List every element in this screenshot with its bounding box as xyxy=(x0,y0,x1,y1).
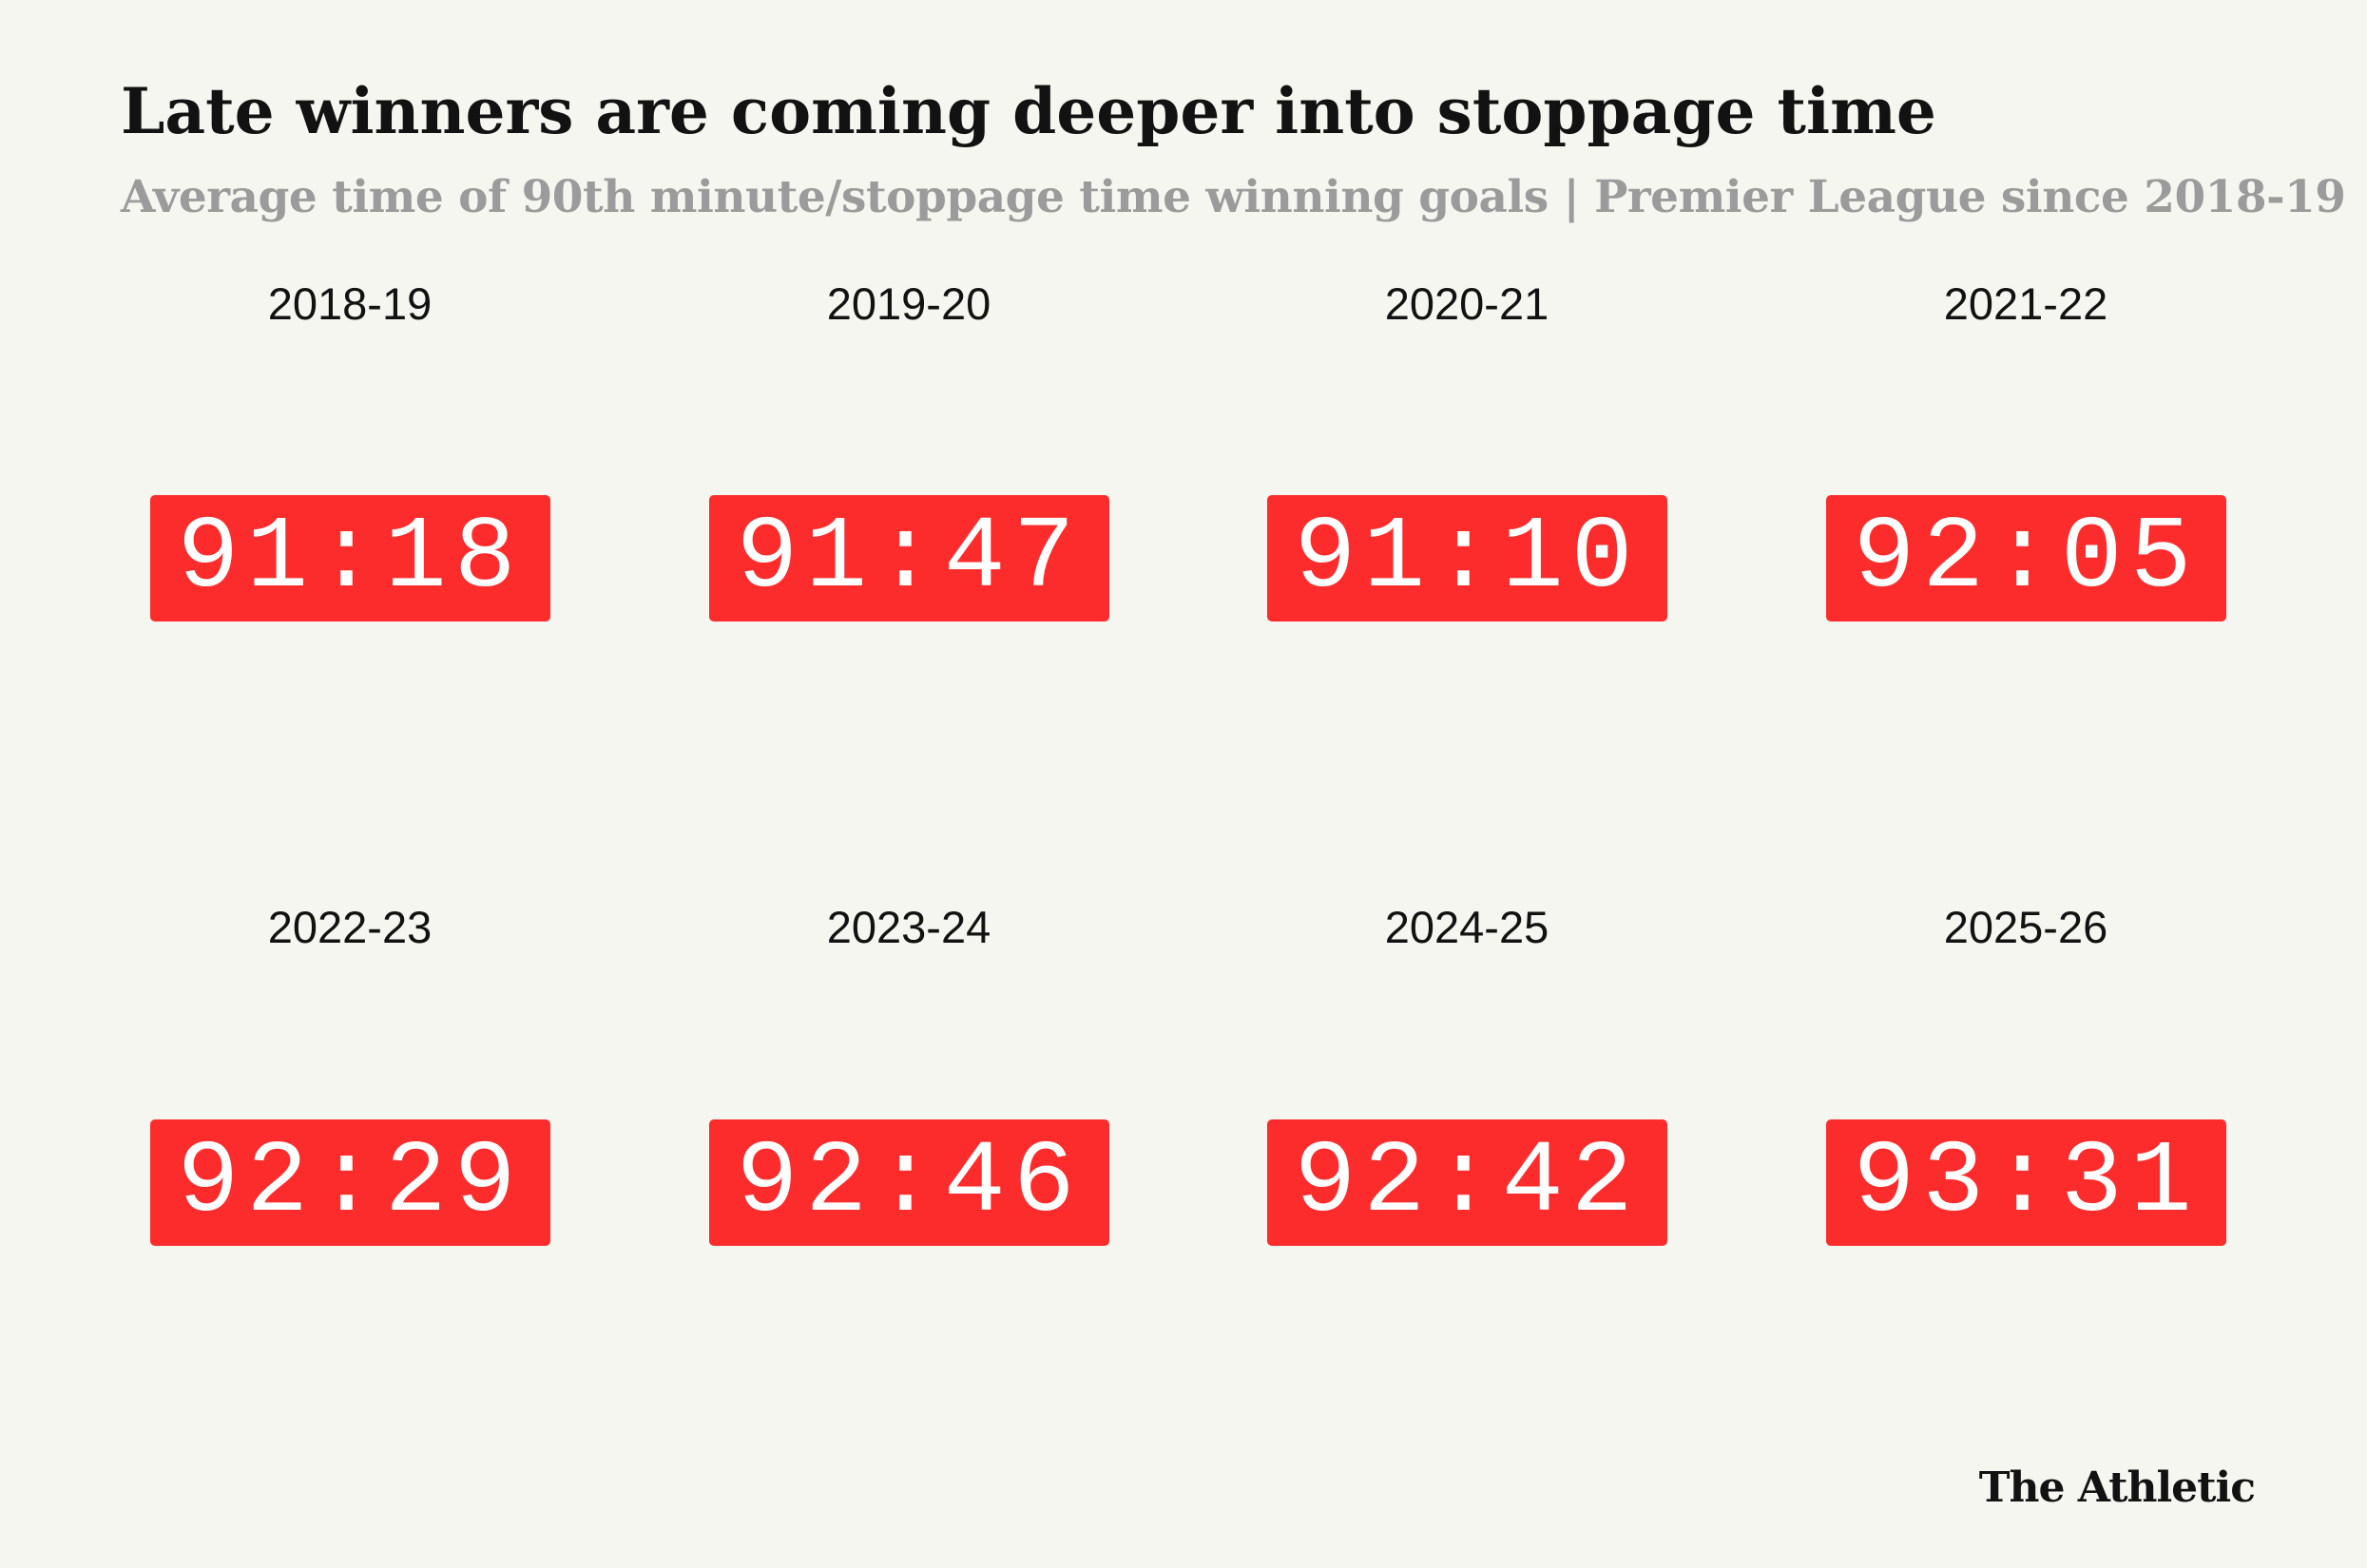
clock-time: 92:05 xyxy=(1853,500,2200,617)
clock-time: 91:10 xyxy=(1294,500,1641,617)
subtitle: Average time of 90th minute/stoppage tim… xyxy=(121,171,2346,223)
brand: The Athletic xyxy=(1978,1463,2256,1512)
clock-box: 93:31 xyxy=(1826,1119,2226,1246)
clock-time: 92:29 xyxy=(177,1124,524,1241)
clock-time: 92:42 xyxy=(1294,1124,1641,1241)
season-label: 2019-20 xyxy=(826,278,991,329)
clock-box: 91:18 xyxy=(150,495,550,621)
clock-time: 92:46 xyxy=(736,1124,1083,1241)
season-label: 2024-25 xyxy=(1384,902,1549,952)
clock-box: 92:05 xyxy=(1826,495,2226,621)
season-label: 2022-23 xyxy=(267,902,433,952)
clock-box: 92:29 xyxy=(150,1119,550,1246)
clock-box: 92:46 xyxy=(709,1119,1109,1246)
clock-time: 91:47 xyxy=(736,500,1083,617)
clock-box: 91:47 xyxy=(709,495,1109,621)
season-label: 2023-24 xyxy=(826,902,991,952)
clock-box: 92:42 xyxy=(1267,1119,1667,1246)
season-label: 2021-22 xyxy=(1943,278,2108,329)
clock-box: 91:10 xyxy=(1267,495,1667,621)
clock-time: 91:18 xyxy=(177,500,524,617)
title: Late winners are coming deeper into stop… xyxy=(121,74,1936,148)
season-label: 2025-26 xyxy=(1943,902,2108,952)
clock-time: 93:31 xyxy=(1853,1124,2200,1241)
season-label: 2020-21 xyxy=(1384,278,1549,329)
season-label: 2018-19 xyxy=(267,278,433,329)
